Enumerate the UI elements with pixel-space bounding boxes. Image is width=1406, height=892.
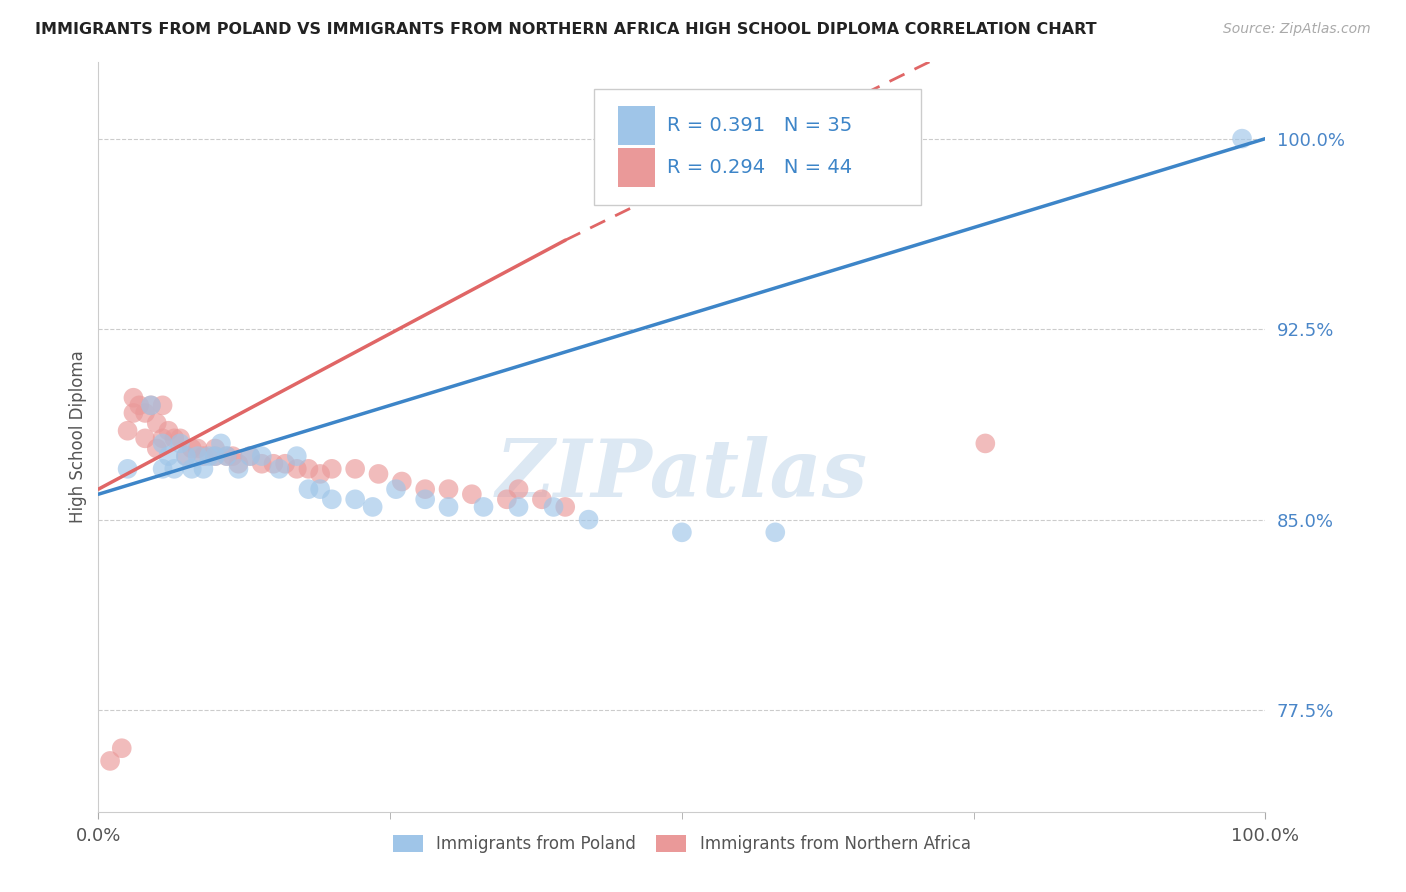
Point — [413, 482, 436, 496]
Legend: Immigrants from Poland, Immigrants from Northern Africa: Immigrants from Poland, Immigrants from … — [387, 828, 977, 860]
Text: R = 0.294   N = 44: R = 0.294 N = 44 — [666, 158, 852, 177]
Point — [344, 462, 367, 476]
Point — [391, 475, 413, 489]
Point — [187, 442, 209, 456]
Y-axis label: High School Diploma: High School Diploma — [69, 351, 87, 524]
FancyBboxPatch shape — [617, 106, 655, 145]
Point — [122, 391, 145, 405]
Point — [228, 457, 250, 471]
Point — [98, 754, 121, 768]
Point — [204, 449, 226, 463]
Point — [361, 500, 384, 514]
Point — [193, 449, 215, 463]
Text: IMMIGRANTS FROM POLAND VS IMMIGRANTS FROM NORTHERN AFRICA HIGH SCHOOL DIPLOMA CO: IMMIGRANTS FROM POLAND VS IMMIGRANTS FRO… — [35, 22, 1097, 37]
Point — [437, 500, 460, 514]
Point — [157, 424, 180, 438]
Point — [671, 525, 693, 540]
Text: Source: ZipAtlas.com: Source: ZipAtlas.com — [1223, 22, 1371, 37]
Point — [174, 449, 197, 463]
Point — [269, 462, 291, 476]
Point — [578, 513, 600, 527]
Point — [122, 406, 145, 420]
Point — [974, 436, 997, 450]
Point — [554, 500, 576, 514]
Point — [228, 462, 250, 476]
Point — [543, 500, 565, 514]
Point — [508, 500, 530, 514]
Point — [215, 449, 238, 463]
Point — [250, 457, 273, 471]
Point — [297, 482, 319, 496]
Point — [111, 741, 134, 756]
Point — [198, 449, 221, 463]
Point — [239, 449, 262, 463]
Point — [1230, 131, 1253, 145]
Point — [146, 442, 169, 456]
Point — [461, 487, 484, 501]
FancyBboxPatch shape — [595, 88, 921, 205]
Point — [157, 449, 180, 463]
Text: R = 0.391   N = 35: R = 0.391 N = 35 — [666, 116, 852, 135]
Point — [496, 492, 519, 507]
Point — [344, 492, 367, 507]
Point — [321, 462, 343, 476]
Point — [169, 436, 191, 450]
Text: ZIPatlas: ZIPatlas — [496, 436, 868, 513]
Point — [117, 462, 139, 476]
Point — [163, 462, 186, 476]
Point — [472, 500, 495, 514]
Point — [193, 462, 215, 476]
Point — [152, 431, 174, 445]
FancyBboxPatch shape — [617, 148, 655, 186]
Point — [321, 492, 343, 507]
Point — [367, 467, 389, 481]
Point — [274, 457, 297, 471]
Point — [169, 431, 191, 445]
Point — [134, 406, 156, 420]
Point — [763, 525, 786, 540]
Point — [530, 492, 553, 507]
Point — [204, 442, 226, 456]
Point — [250, 449, 273, 463]
Point — [187, 449, 209, 463]
Point — [221, 449, 243, 463]
Point — [285, 462, 308, 476]
Point — [152, 398, 174, 412]
Point — [128, 398, 150, 412]
Point — [508, 482, 530, 496]
Point — [209, 436, 232, 450]
Point — [309, 482, 332, 496]
Point — [139, 398, 162, 412]
Point — [309, 467, 332, 481]
Point — [146, 416, 169, 430]
Point — [180, 442, 202, 456]
Point — [285, 449, 308, 463]
Point — [117, 424, 139, 438]
Point — [437, 482, 460, 496]
Point — [239, 449, 262, 463]
Point — [385, 482, 408, 496]
Point — [134, 431, 156, 445]
Point — [152, 462, 174, 476]
Point — [174, 449, 197, 463]
Point — [163, 431, 186, 445]
Point — [297, 462, 319, 476]
Point — [152, 436, 174, 450]
Point — [262, 457, 284, 471]
Point — [413, 492, 436, 507]
Point — [139, 398, 162, 412]
Point — [180, 462, 202, 476]
Point — [215, 449, 238, 463]
Point — [204, 449, 226, 463]
